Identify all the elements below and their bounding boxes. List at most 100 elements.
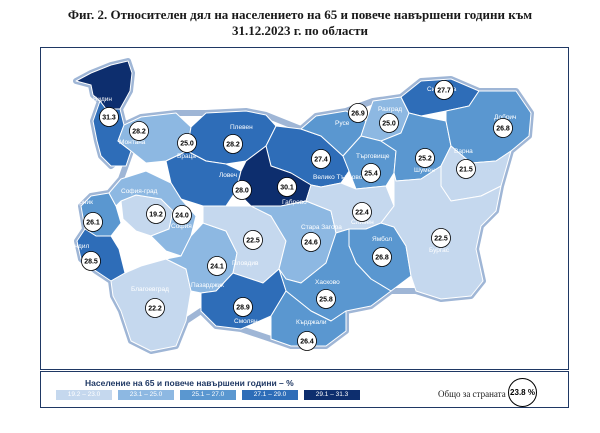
value-text-sofia-province: 24.0 <box>175 213 189 220</box>
value-text-kyustendil: 28.5 <box>84 259 98 266</box>
region-name-targovishte: Търговище <box>356 153 390 160</box>
value-text-razgrad: 25.0 <box>382 121 396 128</box>
value-text-stara-zagora: 24.6 <box>304 240 318 247</box>
value-text-sliven: 22.4 <box>355 210 369 217</box>
region-name-vratsa: Враца <box>177 153 196 160</box>
value-badge-stara-zagora <box>301 232 321 252</box>
value-badge-yambol <box>372 247 392 267</box>
value-badge-montana <box>129 121 149 141</box>
region-name-stara-zagora: Стара Загора <box>301 224 342 231</box>
region-name-pernik: Перник <box>71 199 93 206</box>
value-badge-sliven <box>352 202 372 222</box>
value-badge-blagoevgrad <box>145 298 165 318</box>
region-kardzhali <box>270 290 347 347</box>
value-text-haskovo: 25.8 <box>319 297 333 304</box>
value-badge-burgas <box>431 228 451 248</box>
region-name-vidin: Видин <box>93 96 112 103</box>
value-text-vratsa: 25.0 <box>180 141 194 148</box>
value-badge-sofia-city <box>146 204 166 224</box>
value-text-ruse: 26.9 <box>351 111 365 118</box>
value-text-veliko-tarnovo: 27.4 <box>314 157 328 164</box>
value-text-varna: 21.5 <box>459 167 473 174</box>
value-badge-gabrovo <box>277 177 297 197</box>
value-text-plovdiv: 22.5 <box>246 238 260 245</box>
legend-frame: Население на 65 и повече навършени годин… <box>40 371 569 408</box>
region-name-kyustendil: Кюстендил <box>56 243 89 250</box>
value-text-pleven: 28.2 <box>226 142 240 149</box>
region-name-burgas: Бургас <box>429 247 450 254</box>
value-badge-shumen <box>415 148 435 168</box>
region-name-plovdiv: Пловдив <box>232 260 259 267</box>
legend-class-3: 25.1 – 27.0 <box>180 390 236 400</box>
legend-title: Население на 65 и повече навършени годин… <box>85 378 294 388</box>
value-badge-vratsa <box>177 133 197 153</box>
region-name-lovech: Ловеч <box>219 172 237 179</box>
legend-classes: 19.2 – 23.0 23.1 – 25.0 25.1 – 27.0 27.1… <box>56 390 360 400</box>
region-name-yambol: Ямбол <box>372 235 392 243</box>
bulgaria-choropleth-map: Видин 31.3 Монтана 28.2 Враца 25.0 Плевен 28.2 Л… <box>56 58 534 354</box>
map-frame: Видин 31.3 Монтана 28.2 Враца 25.0 Плевен 28.2 Л… <box>40 47 569 370</box>
region-vidin <box>75 60 133 110</box>
value-badge-razgrad <box>379 113 399 133</box>
region-name-dobrich: Добрич <box>494 113 516 121</box>
value-text-sofia-city: 19.2 <box>149 212 163 219</box>
legend-class-5: 29.1 – 31.3 <box>304 390 360 400</box>
figure-title: Фиг. 2. Относителен дял на населението н… <box>0 7 600 39</box>
value-text-silistra: 27.7 <box>437 88 451 95</box>
value-badge-sofia-province <box>172 205 192 225</box>
country-total-badge: 23.8 % <box>508 378 537 407</box>
figure-title-line-2: 31.12.2023 г. по области <box>231 23 369 38</box>
value-text-shumen: 25.2 <box>418 156 432 163</box>
legend-class-4: 27.1 – 29.0 <box>242 390 298 400</box>
region-name-kardzhali: Кърджали <box>296 319 327 326</box>
value-text-montana: 28.2 <box>132 129 146 136</box>
value-text-burgas: 22.5 <box>434 236 448 243</box>
value-badge-vidin <box>99 107 119 127</box>
value-badge-silistra <box>434 80 454 100</box>
value-text-vidin: 31.3 <box>102 115 116 122</box>
region-name-sofia-province: София <box>171 223 192 230</box>
value-badge-varna <box>456 159 476 179</box>
value-badge-dobrich <box>493 118 513 138</box>
region-name-haskovo: Хасково <box>315 279 340 286</box>
value-text-kardzhali: 26.4 <box>300 339 314 346</box>
value-badge-pernik <box>83 212 103 232</box>
value-text-targovishte: 25.4 <box>364 171 378 178</box>
region-name-blagoevgrad: Благоевград <box>131 286 169 293</box>
value-badge-smolyan <box>233 297 253 317</box>
value-text-blagoevgrad: 22.2 <box>148 306 162 313</box>
value-badge-targovishte <box>361 163 381 183</box>
country-total-label: Общо за страната <box>438 389 506 399</box>
figure-title-line-1: Фиг. 2. Относителен дял на населението н… <box>67 7 533 22</box>
value-badge-ruse <box>348 103 368 123</box>
region-name-gabrovo: Габрово <box>282 198 307 206</box>
legend-class-1: 19.2 – 23.0 <box>56 390 112 400</box>
region-name-veliko-tarnovo: Велико Търново <box>313 174 363 181</box>
value-badge-haskovo <box>316 289 336 309</box>
value-text-pazardzhik: 24.1 <box>210 264 224 271</box>
value-badge-kardzhali <box>297 331 317 351</box>
legend-class-2: 23.1 – 25.0 <box>118 390 174 400</box>
value-text-yambol: 26.8 <box>375 255 389 262</box>
region-name-ruse: Русе <box>335 120 350 127</box>
value-badge-pazardzhik <box>207 256 227 276</box>
region-name-razgrad: Разград <box>378 106 402 113</box>
value-badge-veliko-tarnovo <box>311 149 331 169</box>
value-badge-pleven <box>223 134 243 154</box>
value-badge-plovdiv <box>243 230 263 250</box>
value-text-dobrich: 26.8 <box>496 126 510 133</box>
region-name-varna: Варна <box>454 148 473 155</box>
value-text-lovech: 28.0 <box>235 188 249 195</box>
value-badge-lovech <box>232 180 252 200</box>
region-name-sofia-city: София-град <box>121 188 158 195</box>
region-name-smolyan: Смолян <box>234 318 258 325</box>
value-text-pernik: 26.1 <box>86 220 100 227</box>
region-dobrich <box>445 90 532 164</box>
region-name-shumen: Шумен <box>414 167 435 174</box>
region-name-pazardzhik: Пазарджик <box>191 282 224 289</box>
value-text-gabrovo: 30.1 <box>280 185 294 192</box>
region-sofia-province <box>108 170 197 257</box>
value-badge-kyustendil <box>81 251 101 271</box>
region-name-pleven: Плевен <box>230 124 253 131</box>
region-name-sliven: Сливен <box>351 219 374 226</box>
